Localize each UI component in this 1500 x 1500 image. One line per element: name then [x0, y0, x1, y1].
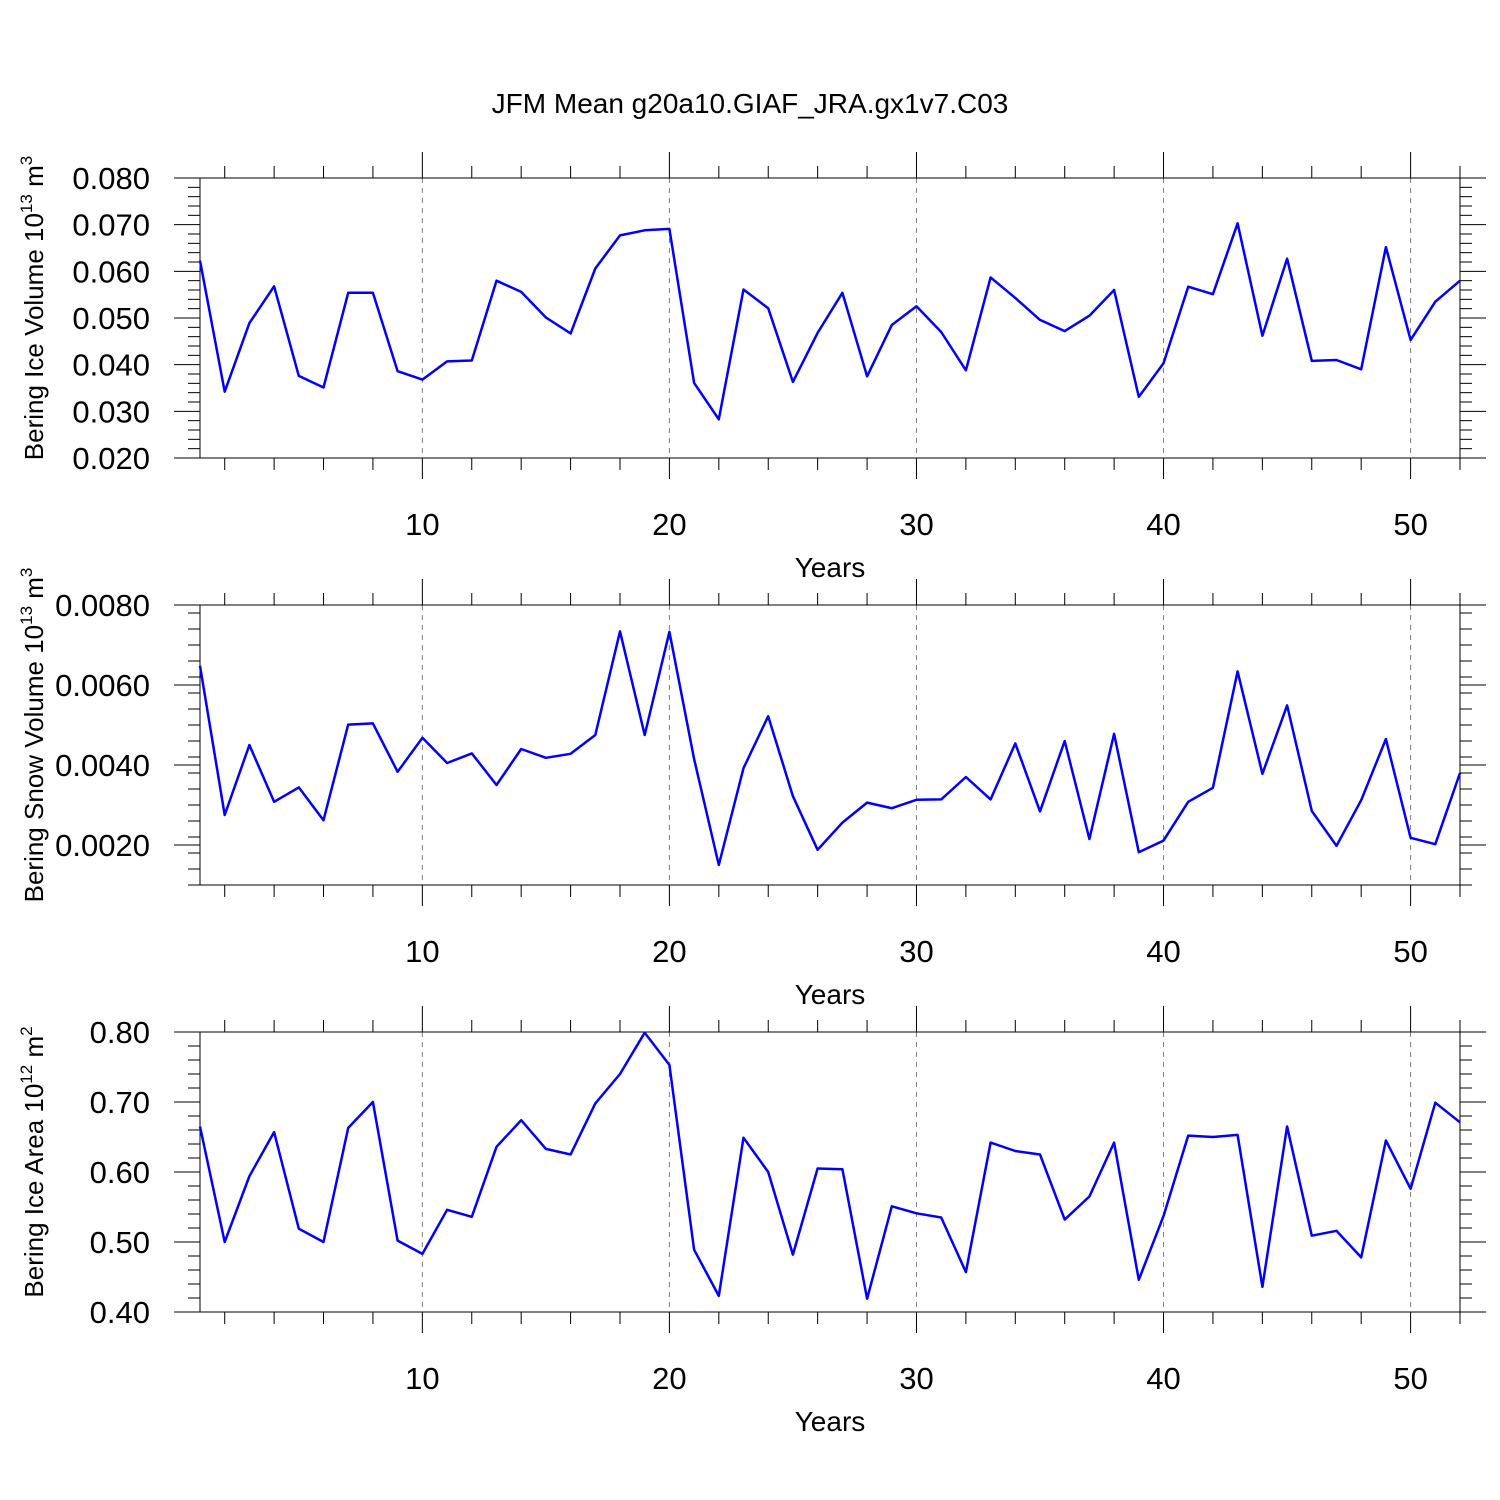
y-label-exponent: 13	[17, 194, 36, 213]
plot-frame	[199, 1031, 1461, 1313]
series-line	[198, 222, 1461, 421]
x-axis-label: Years	[795, 552, 866, 583]
x-axis-label: Years	[795, 979, 866, 1010]
y-label-unit: m	[19, 165, 49, 194]
y-tick-label: 0.070	[72, 208, 150, 243]
x-tick-label: 30	[899, 934, 933, 969]
y-tick-label: 0.0040	[55, 748, 150, 783]
y-axis-label: Bering Ice Volume 1013 m3	[17, 156, 49, 460]
y-tick-label: 0.030	[72, 394, 150, 429]
y-tick-label: 0.050	[72, 301, 150, 336]
y-tick-label: 0.50	[90, 1225, 150, 1260]
y-label-exponent: 12	[17, 1065, 36, 1084]
chart-title: JFM Mean g20a10.GIAF_JRA.gx1v7.C03	[492, 88, 1009, 119]
y-tick-label: 0.80	[90, 1015, 150, 1050]
x-tick-label: 50	[1393, 934, 1427, 969]
panel-1: 10 20 30 40 50 0.020 0.030 0.040 0.050 0.060 0.070…	[17, 152, 1486, 583]
x-tick-label: 40	[1146, 934, 1180, 969]
x-tick-label: 10	[405, 1361, 439, 1396]
series-line	[198, 630, 1462, 867]
x-tick-label: 20	[652, 507, 686, 542]
y-label-text: Bering Snow Volume 10	[19, 625, 49, 903]
y-tick-label: 0.0060	[55, 668, 150, 703]
y-label-unit: m	[19, 1036, 49, 1065]
panel-3: 10 20 30 40 50 0.40 0.50 0.60 0.70 0.80 Years Berin…	[17, 1006, 1486, 1437]
series-line	[198, 1031, 1461, 1300]
x-tick-label: 20	[652, 1361, 686, 1396]
y-label-text: Bering Ice Volume 10	[19, 213, 49, 460]
y-tick-label: 0.60	[90, 1155, 150, 1190]
y-tick-label: 0.060	[72, 254, 150, 289]
x-tick-label: 10	[405, 507, 439, 542]
plot-frame	[199, 177, 1461, 459]
y-label-unit-exponent: 2	[17, 1026, 36, 1035]
x-tick-label: 30	[899, 507, 933, 542]
x-tick-label: 40	[1146, 507, 1180, 542]
y-tick-label: 0.020	[72, 441, 150, 476]
y-tick-label: 0.080	[72, 161, 150, 196]
x-axis-label: Years	[795, 1406, 866, 1437]
y-tick-label: 0.040	[72, 348, 150, 383]
y-label-unit: m	[19, 577, 49, 606]
y-label-unit-exponent: 3	[17, 156, 36, 165]
y-tick-label: 0.70	[90, 1085, 150, 1120]
x-tick-label: 50	[1393, 1361, 1427, 1396]
y-label-exponent: 13	[17, 606, 36, 625]
y-tick-label: 0.0080	[55, 588, 150, 623]
x-tick-label: 10	[405, 934, 439, 969]
x-tick-label: 50	[1393, 507, 1427, 542]
y-axis-label: Bering Ice Area 1012 m2	[17, 1026, 49, 1297]
y-label-text: Bering Ice Area 10	[19, 1084, 49, 1298]
y-axis-label: Bering Snow Volume 1013 m3	[17, 568, 49, 903]
plot-frame	[199, 604, 1461, 886]
y-label-unit-exponent: 3	[17, 568, 36, 577]
x-tick-label: 30	[899, 1361, 933, 1396]
x-tick-label: 40	[1146, 1361, 1180, 1396]
x-tick-label: 20	[652, 934, 686, 969]
y-tick-label: 0.40	[90, 1295, 150, 1330]
y-tick-label: 0.0020	[55, 828, 150, 863]
panel-2: 10 20 30 40 50 0.0020 0.0040 0.0060 0.0080 Years B…	[17, 568, 1486, 1010]
